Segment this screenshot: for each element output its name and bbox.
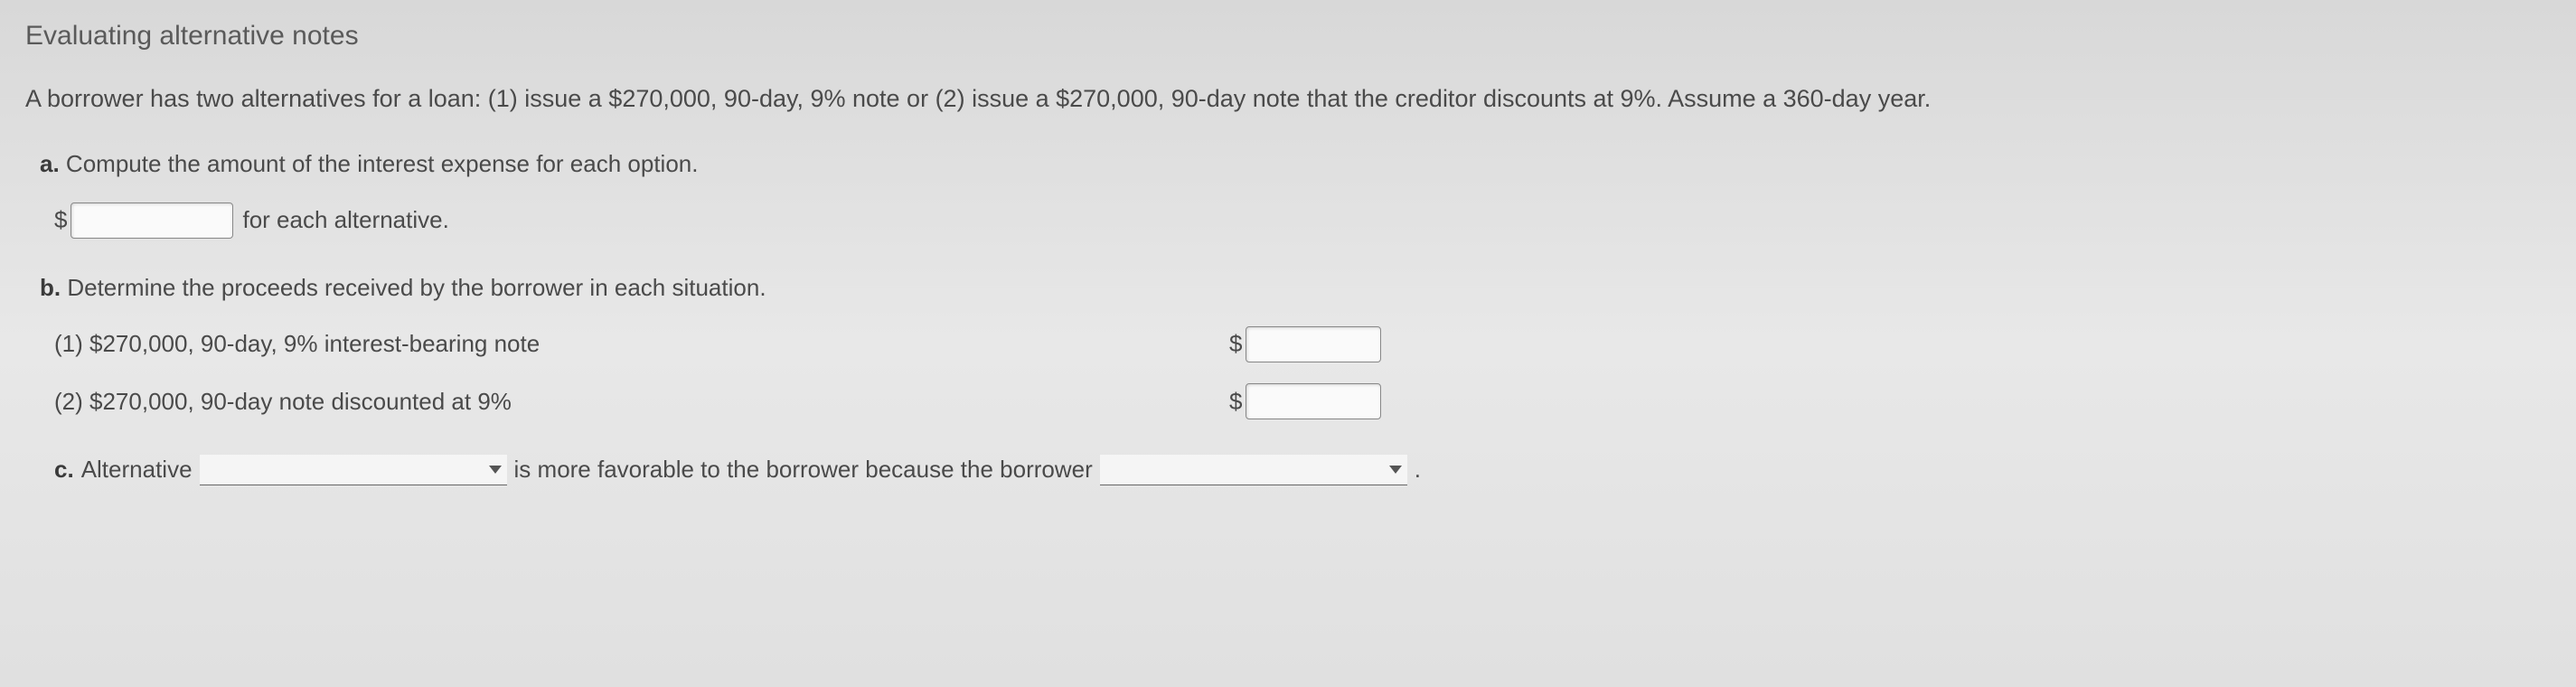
dollar-sign: $	[1229, 325, 1242, 363]
part-b: b. Determine the proceeds received by th…	[25, 269, 2551, 420]
chevron-down-icon	[489, 466, 502, 474]
part-b-text: Determine the proceeds received by the b…	[67, 274, 766, 301]
part-b-line2: (2) $270,000, 90-day note discounted at …	[40, 383, 2551, 421]
part-c-label: c.	[54, 451, 74, 489]
part-a-input[interactable]	[71, 202, 233, 239]
part-a-text: Compute the amount of the interest expen…	[66, 150, 699, 177]
part-a-trailing: for each alternative.	[242, 202, 448, 240]
part-c-dropdown-2[interactable]	[1100, 455, 1407, 485]
part-b-line1-label: (1) $270,000, 90-day, 9% interest-bearin…	[54, 325, 1229, 363]
part-a: a. Compute the amount of the interest ex…	[25, 146, 2551, 239]
part-a-prompt: a. Compute the amount of the interest ex…	[40, 146, 2551, 184]
dollar-sign: $	[1229, 383, 1242, 421]
part-c-prefix: Alternative	[81, 451, 193, 489]
part-b-line1: (1) $270,000, 90-day, 9% interest-bearin…	[40, 325, 2551, 363]
part-b-label: b.	[40, 274, 61, 301]
part-b-input-2[interactable]	[1246, 383, 1381, 419]
page-title: Evaluating alternative notes	[25, 14, 2551, 58]
dollar-sign: $	[54, 202, 67, 240]
part-c-line: c. Alternative is more favorable to the …	[40, 451, 2551, 489]
part-a-label: a.	[40, 150, 60, 177]
chevron-down-icon	[1389, 466, 1402, 474]
part-a-answer-row: $ for each alternative.	[40, 202, 2551, 240]
part-c-middle: is more favorable to the borrower becaus…	[514, 451, 1093, 489]
part-c: c. Alternative is more favorable to the …	[25, 451, 2551, 489]
part-b-input-1[interactable]	[1246, 326, 1381, 362]
part-c-suffix: .	[1415, 451, 1421, 489]
part-c-dropdown-1[interactable]	[200, 455, 507, 485]
part-b-line2-label: (2) $270,000, 90-day note discounted at …	[54, 383, 1229, 421]
part-b-prompt: b. Determine the proceeds received by th…	[40, 269, 2551, 307]
problem-intro: A borrower has two alternatives for a lo…	[25, 80, 2551, 118]
